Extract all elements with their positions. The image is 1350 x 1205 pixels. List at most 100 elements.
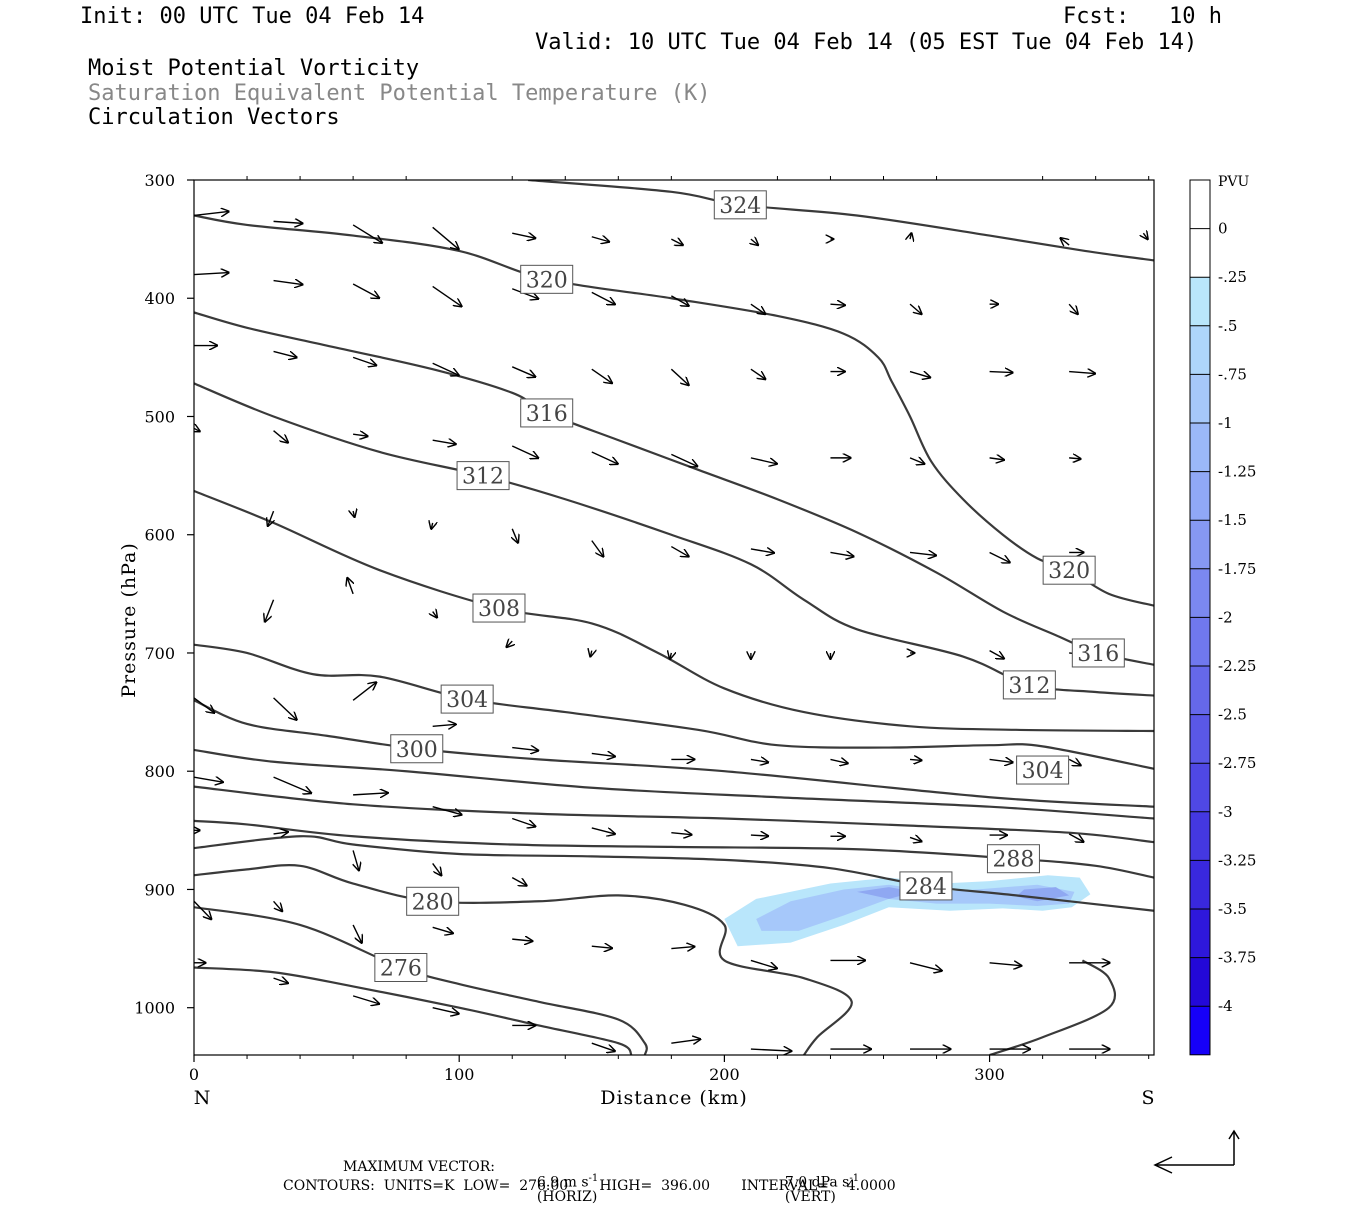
- contour-label-284: 284: [905, 875, 947, 900]
- circulation-vector: [512, 817, 535, 827]
- circulation-vector: [273, 350, 297, 357]
- circulation-vector: [989, 458, 1005, 460]
- theta-es-contour-284: [194, 835, 1154, 912]
- theta-es-contour-316: [194, 311, 1154, 666]
- circulation-vector: [670, 295, 688, 306]
- colorbar-segment: [1190, 325, 1210, 375]
- circulation-vector: [591, 237, 609, 242]
- x-tick-label: 300: [974, 1065, 1005, 1084]
- colorbar-segment: [1190, 1006, 1210, 1055]
- circulation-vector: [265, 599, 275, 622]
- theta-es-contour-308: [194, 489, 1154, 733]
- x-tick-label: 0: [189, 1065, 199, 1084]
- y-tick-label: 600: [144, 526, 175, 545]
- circulation-vector: [591, 368, 612, 383]
- circulation-vector: [512, 748, 538, 751]
- circulation-vector: [1068, 833, 1084, 842]
- contour-label-276: 276: [380, 957, 422, 982]
- circulation-vector: [194, 273, 229, 275]
- colorbar-label: 0: [1218, 220, 1228, 238]
- colorbar-segment: [1190, 957, 1210, 1007]
- valid-time: Valid: 10 UTC Tue 04 Feb 14 (05 EST Tue …: [535, 30, 1198, 55]
- circulation-vector: [1068, 303, 1078, 314]
- y-tick-label: 700: [144, 644, 175, 663]
- circulation-vector: [273, 221, 303, 223]
- x-tick-label: 200: [709, 1065, 740, 1084]
- circulation-vector: [433, 612, 437, 618]
- contour-label-308: 308: [478, 597, 520, 622]
- circulation-vector: [347, 578, 353, 595]
- circulation-vector: [989, 759, 1013, 762]
- circulation-vector: [352, 995, 379, 1004]
- circulation-vector: [273, 430, 289, 443]
- circulation-vector: [353, 511, 354, 517]
- theta-es-contours: [194, 180, 1154, 1055]
- contour-label-box: [374, 953, 428, 982]
- colorbar-label: -1.25: [1218, 463, 1256, 481]
- max-horiz-exponent: -1: [588, 1173, 599, 1184]
- circulation-vector: [910, 233, 911, 239]
- circulation-vector: [194, 777, 223, 782]
- contour-label-box: [406, 886, 460, 916]
- circulation-vector: [830, 552, 853, 556]
- circulation-vector: [909, 458, 925, 464]
- circulation-vector: [432, 926, 453, 933]
- theta-es-contour-324: [528, 180, 1154, 262]
- circulation-vector: [591, 753, 615, 756]
- circulation-vector: [750, 549, 774, 553]
- colorbar-label: -2.75: [1218, 754, 1256, 772]
- circulation-vector: [909, 303, 922, 314]
- init-time: Init: 00 UTC Tue 04 Feb 14: [80, 4, 425, 29]
- theta-es-contour-292: [194, 785, 1154, 844]
- circulation-vector: [511, 877, 527, 886]
- y-tick-label: 900: [144, 880, 175, 899]
- colorbar-label: -4: [1218, 997, 1233, 1015]
- circulation-vector: [1060, 238, 1070, 245]
- y-axis-title: Pressure (hPa): [118, 542, 140, 698]
- circulation-vector: [750, 959, 777, 968]
- colorbar-segment: [1190, 520, 1210, 569]
- contour-label-304: 304: [1022, 759, 1064, 784]
- circulation-vector: [750, 457, 777, 464]
- colorbar-segment: [1190, 763, 1210, 812]
- contour-info: CONTOURS: UNITS=K LOW= 276.00 HIGH= 396.…: [283, 1178, 896, 1194]
- circulation-vector: [352, 924, 362, 943]
- colorbar-segment: [1190, 860, 1210, 909]
- circulation-vector: [353, 793, 388, 795]
- circulation-vector: [670, 653, 671, 659]
- colorbar-segment: [1190, 471, 1210, 521]
- y-tick-label: 400: [144, 289, 175, 308]
- colorbar-segment: [1190, 423, 1210, 472]
- circulation-vector: [591, 827, 615, 834]
- circulation-vector: [431, 523, 432, 529]
- contour-label-box: [1016, 755, 1070, 785]
- colorbar-label: -.25: [1218, 268, 1247, 286]
- max-horiz-value: 6.9 m s: [536, 1174, 589, 1191]
- colorbar-segment: [1190, 277, 1210, 326]
- colorbar-label: -3.25: [1218, 851, 1256, 869]
- contour-label-box: [1071, 638, 1125, 668]
- contour-label-312: 312: [1008, 674, 1050, 699]
- circulation-vector: [512, 233, 535, 238]
- circulation-vector: [273, 832, 289, 834]
- y-tick-label: 500: [144, 407, 175, 426]
- theta-es-contour-320: [194, 214, 1154, 607]
- contour-label-324: 324: [719, 194, 761, 219]
- contour-label-304: 304: [446, 688, 488, 713]
- contour-labels: 324 320 320 316 316 312 312 308 304 304 300 288 284 2…: [374, 190, 1125, 982]
- circulation-vector: [750, 1049, 792, 1051]
- colorbar-label: -1.75: [1218, 560, 1256, 578]
- circulation-vector: [273, 900, 283, 911]
- circulation-vector: [194, 900, 211, 919]
- circulation-vector: [671, 947, 694, 949]
- circulation-vector: [909, 962, 942, 971]
- circulation-vectors: [194, 211, 1148, 1051]
- field-title-vectors: Circulation Vectors: [88, 105, 340, 130]
- circulation-vector: [591, 291, 615, 304]
- theta-es-contour-300: [194, 699, 1154, 808]
- contour-label-300: 300: [396, 738, 438, 763]
- circulation-vector: [1069, 458, 1081, 459]
- theta-es-contour-304: [194, 643, 1154, 770]
- circulation-vector: [511, 366, 535, 377]
- circulation-vector: [590, 651, 591, 657]
